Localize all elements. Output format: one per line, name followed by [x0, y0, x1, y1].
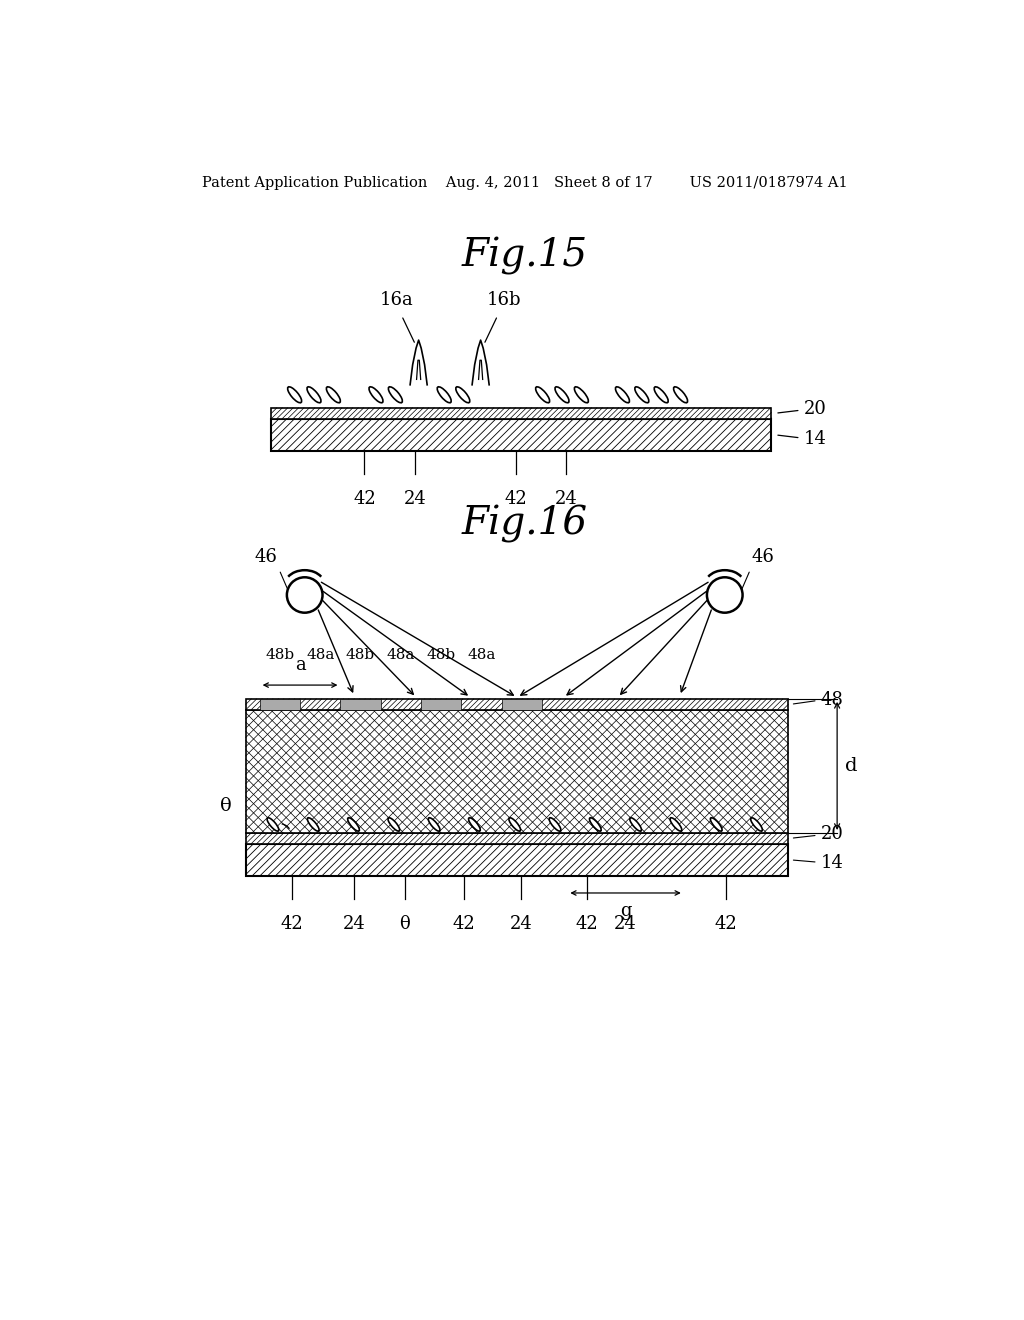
- Ellipse shape: [369, 387, 383, 403]
- Bar: [246, 700, 788, 710]
- Bar: [246, 833, 788, 843]
- Ellipse shape: [635, 387, 649, 403]
- Text: Patent Application Publication    Aug. 4, 2011   Sheet 8 of 17        US 2011/01: Patent Application Publication Aug. 4, 2…: [202, 176, 848, 190]
- Text: 48b: 48b: [346, 648, 375, 663]
- Text: 48b: 48b: [265, 648, 295, 663]
- Ellipse shape: [437, 387, 452, 403]
- Ellipse shape: [549, 817, 561, 832]
- Text: 46: 46: [255, 549, 278, 566]
- Text: 24: 24: [510, 915, 532, 932]
- Text: a: a: [295, 656, 305, 675]
- Text: 24: 24: [614, 915, 637, 932]
- Ellipse shape: [630, 817, 641, 832]
- Bar: [421, 700, 461, 710]
- Bar: [340, 700, 381, 710]
- Text: 24: 24: [555, 490, 578, 507]
- Text: Fig.16: Fig.16: [462, 506, 588, 543]
- Text: 48b: 48b: [427, 648, 456, 663]
- Ellipse shape: [388, 817, 399, 832]
- Ellipse shape: [327, 387, 340, 403]
- Ellipse shape: [674, 387, 687, 403]
- Text: 46: 46: [752, 549, 775, 566]
- Text: 48a: 48a: [306, 648, 335, 663]
- Ellipse shape: [428, 817, 440, 832]
- Ellipse shape: [574, 387, 589, 403]
- Text: 42: 42: [453, 915, 476, 932]
- Ellipse shape: [711, 817, 722, 832]
- Text: 16a: 16a: [380, 292, 414, 309]
- Text: θ: θ: [399, 915, 410, 932]
- Text: 42: 42: [715, 915, 737, 932]
- Ellipse shape: [509, 817, 520, 832]
- Text: 20: 20: [821, 825, 844, 843]
- Bar: [502, 700, 542, 710]
- Text: 24: 24: [403, 490, 426, 507]
- Ellipse shape: [615, 387, 630, 403]
- Text: 42: 42: [575, 915, 598, 932]
- Bar: [271, 408, 771, 418]
- Ellipse shape: [348, 817, 359, 832]
- Text: 14: 14: [804, 430, 826, 447]
- Text: Fig.15: Fig.15: [462, 238, 588, 275]
- Text: 48a: 48a: [467, 648, 496, 663]
- Ellipse shape: [267, 817, 279, 832]
- Ellipse shape: [456, 387, 470, 403]
- Ellipse shape: [288, 387, 302, 403]
- Text: 42: 42: [504, 490, 527, 507]
- Text: 24: 24: [343, 915, 366, 932]
- Ellipse shape: [536, 387, 550, 403]
- Text: g: g: [620, 903, 632, 920]
- Text: d: d: [845, 756, 857, 775]
- Ellipse shape: [590, 817, 601, 832]
- Text: θ: θ: [220, 797, 231, 814]
- Text: 16b: 16b: [486, 292, 521, 309]
- Ellipse shape: [469, 817, 480, 832]
- Bar: [246, 843, 788, 876]
- Text: 42: 42: [353, 490, 376, 507]
- Ellipse shape: [670, 817, 682, 832]
- Text: 42: 42: [281, 915, 304, 932]
- Ellipse shape: [654, 387, 669, 403]
- Bar: [246, 710, 788, 833]
- Ellipse shape: [555, 387, 569, 403]
- Text: 20: 20: [804, 400, 826, 418]
- Bar: [271, 418, 771, 451]
- Ellipse shape: [307, 817, 319, 832]
- Text: 48: 48: [821, 690, 844, 709]
- Bar: [260, 700, 300, 710]
- Text: 48a: 48a: [387, 648, 415, 663]
- Text: 14: 14: [821, 854, 844, 873]
- Ellipse shape: [751, 817, 763, 832]
- Ellipse shape: [388, 387, 402, 403]
- Ellipse shape: [307, 387, 321, 403]
